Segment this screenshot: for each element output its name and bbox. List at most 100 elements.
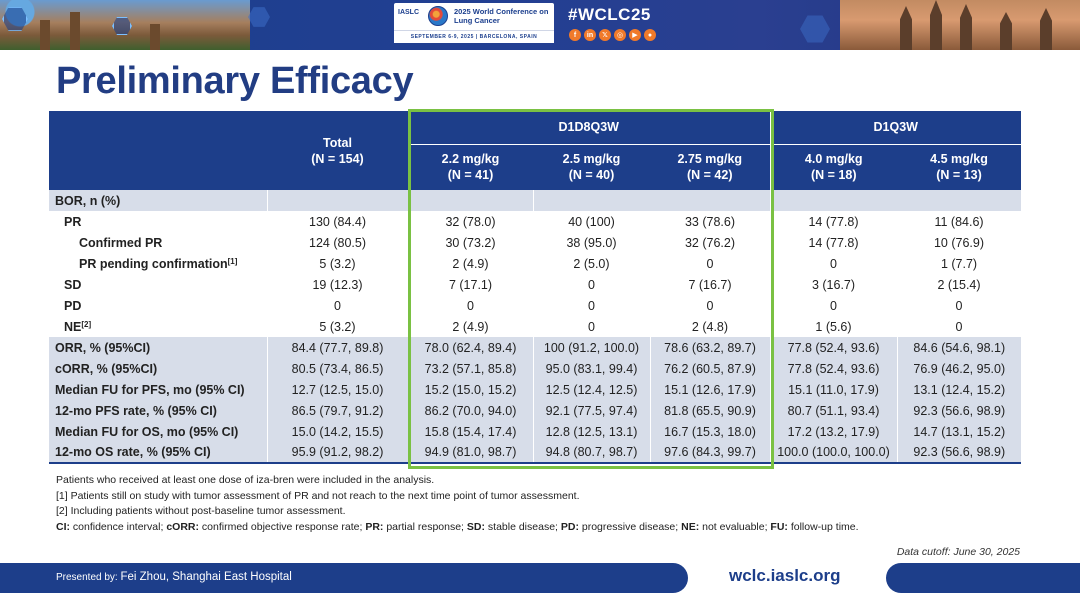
- table-row: Median FU for OS, mo (95% CI) 15.0 (14.2…: [49, 421, 1022, 442]
- table-cell: 95.0 (83.1, 99.4): [532, 358, 650, 379]
- x-icon[interactable]: 𝕏: [599, 29, 611, 41]
- table-cell: 12.8 (12.5, 13.1): [532, 421, 650, 442]
- table-cell: 7 (16.7): [650, 274, 770, 295]
- table-cell: 94.8 (80.7, 98.7): [532, 442, 650, 463]
- footnotes: Patients who received at least one dose …: [56, 473, 859, 535]
- hexagon-decoration-icon: [800, 15, 830, 43]
- table-cell: 2 (4.9): [408, 253, 533, 274]
- table-cell: 17.2 (13.2, 17.9): [769, 421, 897, 442]
- table-cell: 81.8 (65.5, 90.9): [649, 400, 770, 421]
- header-total: Total (N = 154): [267, 111, 408, 190]
- table-cell: 19 (12.3): [267, 274, 408, 295]
- table-cell: 0: [533, 295, 650, 316]
- table-cell: 84.6 (54.6, 98.1): [896, 337, 1022, 358]
- table-cell: 0: [897, 295, 1022, 316]
- table-cell: 0: [533, 274, 650, 295]
- top-banner: IASLC 2025 World Conference on Lung Canc…: [0, 0, 1080, 50]
- table-cell: 7 (17.1): [408, 274, 533, 295]
- table-row: ORR, % (95%CI) 84.4 (77.7, 89.8) 78.0 (6…: [49, 337, 1022, 358]
- hexagon-decoration-icon: [112, 17, 132, 35]
- row-label: NE[2]: [49, 316, 267, 337]
- facebook-icon[interactable]: f: [569, 29, 581, 41]
- footnote-line: [1] Patients still on study with tumor a…: [56, 489, 580, 502]
- table-row: 12-mo PFS rate, % (95% CI) 86.5 (79.7, 9…: [49, 400, 1022, 421]
- table-cell: 30 (73.2): [408, 232, 533, 253]
- table-cell: 0: [267, 295, 408, 316]
- table-cell: 76.9 (46.2, 95.0): [896, 358, 1022, 379]
- sagrada-familia-photo: [840, 0, 1080, 50]
- footer-url[interactable]: wclc.iaslc.org: [729, 566, 841, 585]
- table-cell: 1 (5.6): [770, 316, 897, 337]
- table-cell: 33 (78.6): [650, 211, 770, 232]
- abbreviations: CI: confidence interval; cORR: confirmed…: [56, 520, 859, 533]
- table-row: Confirmed PR 124 (80.5) 30 (73.2) 38 (95…: [49, 232, 1022, 253]
- data-cutoff: Data cutoff: June 30, 2025: [896, 546, 1020, 558]
- table-cell: 86.5 (79.7, 91.2): [266, 400, 408, 421]
- row-label: Confirmed PR: [49, 232, 267, 253]
- table-cell: 38 (95.0): [533, 232, 650, 253]
- table-cell: 40 (100): [533, 211, 650, 232]
- footnote-line: [2] Including patients without post-base…: [56, 505, 346, 517]
- hexagon-decoration-icon: [248, 7, 270, 27]
- page-title: Preliminary Efficacy: [56, 60, 414, 102]
- header-dose: 2.75 mg/kg (N = 42): [650, 143, 770, 190]
- table-cell: 0: [650, 295, 770, 316]
- header-dose: 4.0 mg/kg (N = 18): [769, 143, 897, 190]
- iaslc-logo-text: IASLC: [398, 9, 419, 16]
- youtube-icon[interactable]: ▶: [629, 29, 641, 41]
- table-cell: 94.9 (81.0, 98.7): [407, 442, 533, 463]
- table-cell: 100.0 (100.0, 100.0): [769, 442, 897, 463]
- table-cell: 15.1 (11.0, 17.9): [769, 379, 897, 400]
- instagram-icon[interactable]: ◎: [614, 29, 626, 41]
- table-row: PR pending confirmation[1] 5 (3.2) 2 (4.…: [49, 253, 1022, 274]
- footer-bar-left: [0, 563, 688, 593]
- table-cell: 2 (5.0): [533, 253, 650, 274]
- table-cell: 92.3 (56.6, 98.9): [896, 442, 1022, 463]
- table-cell: 77.8 (52.4, 93.6): [769, 358, 897, 379]
- row-label: 12-mo PFS rate, % (95% CI): [49, 400, 267, 421]
- conference-title: 2025 World Conference on Lung Cancer: [454, 7, 549, 25]
- row-label: 12-mo OS rate, % (95% CI): [49, 442, 267, 463]
- table-cell: 0: [770, 253, 897, 274]
- table-cell: 14 (77.8): [770, 232, 897, 253]
- table-cell: 124 (80.5): [267, 232, 408, 253]
- table-cell: 3 (16.7): [770, 274, 897, 295]
- table-cell: 2 (4.8): [650, 316, 770, 337]
- table-cell: 12.7 (12.5, 15.0): [266, 379, 408, 400]
- table-cell: 92.3 (56.6, 98.9): [896, 400, 1022, 421]
- table-row: PR 130 (84.4) 32 (78.0) 40 (100) 33 (78.…: [49, 211, 1022, 232]
- table-cell: 15.1 (12.6, 17.9): [649, 379, 770, 400]
- table-row: SD 19 (12.3) 7 (17.1) 0 7 (16.7) 3 (16.7…: [49, 274, 1022, 295]
- table-row: Median FU for PFS, mo (95% CI) 12.7 (12.…: [49, 379, 1022, 400]
- table-row: cORR, % (95%CI) 80.5 (73.4, 86.5) 73.2 (…: [49, 358, 1022, 379]
- table-cell: 78.6 (63.2, 89.7): [649, 337, 770, 358]
- table-cell: 13.1 (12.4, 15.2): [896, 379, 1022, 400]
- table-cell: 32 (76.2): [650, 232, 770, 253]
- conference-dates: SEPTEMBER 6-9, 2025 | BARCELONA, SPAIN: [394, 30, 554, 43]
- wechat-icon[interactable]: ●: [644, 29, 656, 41]
- table-cell: 5 (3.2): [267, 316, 408, 337]
- table-cell: 77.8 (52.4, 93.6): [769, 337, 897, 358]
- table-cell: 80.7 (51.1, 93.4): [769, 400, 897, 421]
- table-cell: 84.4 (77.7, 89.8): [266, 337, 408, 358]
- table-cell: 80.5 (73.4, 86.5): [266, 358, 408, 379]
- table-cell: 97.6 (84.3, 99.7): [649, 442, 770, 463]
- row-label: BOR, n (%): [49, 190, 267, 211]
- conference-hashtag: #WCLC25: [568, 5, 651, 24]
- table-cell: 2 (15.4): [897, 274, 1022, 295]
- footnote-line: Patients who received at least one dose …: [56, 474, 435, 486]
- table-cell: 0: [408, 295, 533, 316]
- linkedin-icon[interactable]: in: [584, 29, 596, 41]
- social-icons: f in 𝕏 ◎ ▶ ●: [569, 29, 656, 41]
- header-group-d1q3w: D1Q3W: [769, 111, 1022, 144]
- header-dose: 2.2 mg/kg (N = 41): [408, 143, 533, 190]
- row-label: Median FU for PFS, mo (95% CI): [49, 379, 267, 400]
- row-label: cORR, % (95%CI): [49, 358, 267, 379]
- row-label: PR: [49, 211, 267, 232]
- footnote-ref: [1]: [227, 256, 238, 266]
- table-row: NE[2] 5 (3.2) 2 (4.9) 0 2 (4.8) 1 (5.6) …: [49, 316, 1022, 337]
- row-label: PD: [49, 295, 267, 316]
- row-label: Median FU for OS, mo (95% CI): [49, 421, 267, 442]
- table-cell: 16.7 (15.3, 18.0): [649, 421, 770, 442]
- table-cell: 0: [533, 316, 650, 337]
